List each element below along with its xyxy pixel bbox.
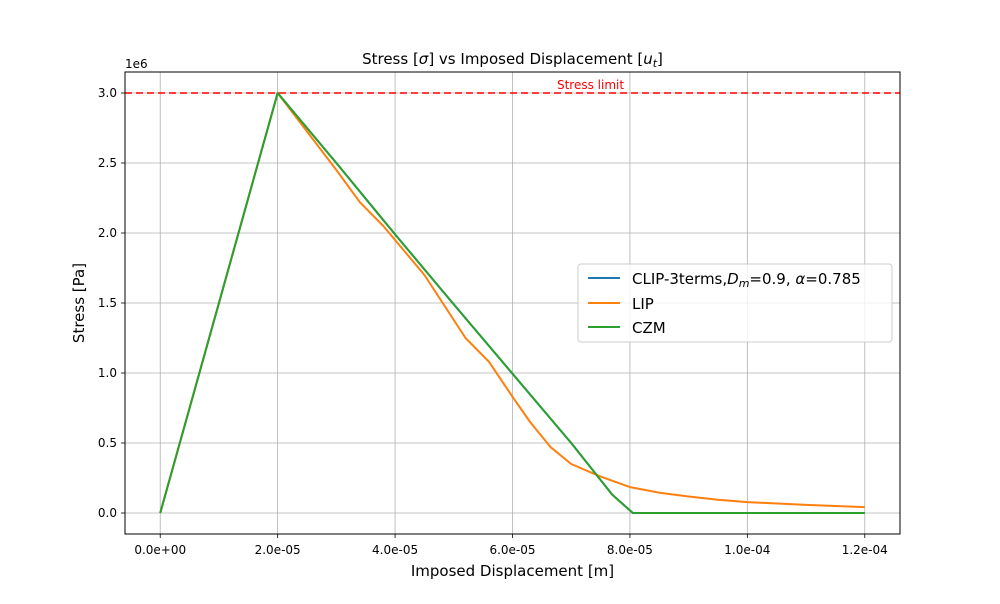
legend-label-clip: CLIP-3terms,Dm=0.9, α=0.785 [632, 270, 861, 290]
y-tick-label: 1.0 [98, 366, 117, 380]
legend-box [577, 263, 893, 343]
x-tick-label: 2.0e-05 [255, 543, 301, 557]
title-u-subscript: t [653, 57, 658, 70]
y-tick-label: 1.5 [98, 296, 117, 310]
legend-clip-part-3: =0.785 [805, 270, 861, 288]
series-line-lip [159, 92, 865, 514]
legend-clip-alpha: α [795, 270, 805, 288]
reference-line-group: Stress limit [125, 78, 900, 94]
y-tick-label: 0.5 [98, 436, 117, 450]
y-axis-label: Stress [Pa] [70, 263, 88, 343]
x-axis-label: Imposed Displacement [m] [411, 562, 614, 580]
legend-clip-part-2: =0.9, [749, 270, 795, 288]
title-part-1: Stress [ [362, 50, 419, 68]
series-lines [159, 92, 865, 514]
x-tick-label: 6.0e-05 [489, 543, 535, 557]
legend-label-lip: LIP [632, 295, 654, 313]
title-sigma: σ [419, 50, 429, 68]
title-u: u [643, 50, 653, 68]
x-tick-label: 0.0e+00 [134, 543, 186, 557]
y-tick-label: 2.5 [98, 156, 117, 170]
chart-title: Stress [σ] vs Imposed Displacement [ut] [362, 50, 663, 70]
title-part-2: ] vs Imposed Displacement [ [428, 50, 643, 68]
y-offset-label: 1e6 [125, 57, 148, 71]
legend-clip-d-subscript: m [739, 277, 750, 290]
legend-clip-part-1: CLIP-3terms, [632, 270, 727, 288]
y-axis-ticks: 0.0 0.5 1.0 1.5 2.0 2.5 3.0 [98, 86, 125, 520]
series-line-czm [159, 92, 865, 514]
x-axis-ticks: 0.0e+00 2.0e-05 4.0e-05 6.0e-05 8.0e-05 1.0e-… [134, 534, 888, 557]
legend-clip-d: D [727, 270, 739, 288]
title-part-3: ] [657, 50, 663, 68]
x-tick-label: 4.0e-05 [372, 543, 418, 557]
y-tick-label: 0.0 [98, 506, 117, 520]
x-tick-label: 1.2e-04 [842, 543, 888, 557]
stress-limit-label: Stress limit [557, 78, 624, 92]
y-tick-label: 3.0 [98, 86, 117, 100]
y-tick-label: 2.0 [98, 226, 117, 240]
x-tick-label: 8.0e-05 [607, 543, 653, 557]
legend-label-czm: CZM [632, 319, 666, 337]
legend: CLIP-3terms,Dm=0.9, α=0.785 LIP CZM [577, 263, 893, 343]
x-tick-label: 1.0e-04 [724, 543, 770, 557]
